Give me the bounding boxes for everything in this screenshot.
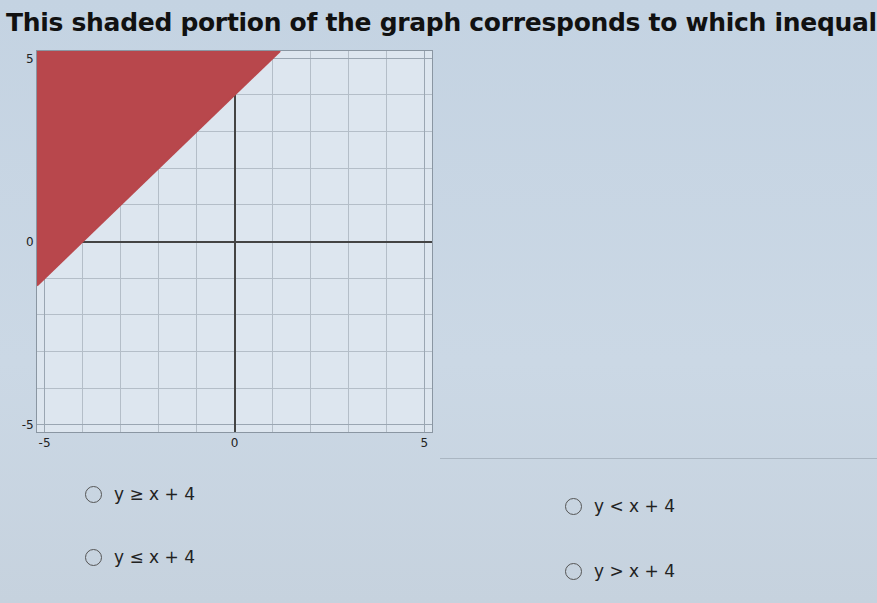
html-text:y < x + 4: y < x + 4	[594, 496, 675, 516]
svg-text:-5: -5	[39, 436, 51, 450]
svg-text:0: 0	[26, 235, 34, 249]
svg-text:0: 0	[231, 436, 239, 450]
svg-text:5: 5	[421, 436, 429, 450]
html-text:y ≤ x + 4: y ≤ x + 4	[114, 547, 195, 567]
svg-text:5: 5	[26, 52, 34, 66]
html-text:y > x + 4: y > x + 4	[594, 561, 675, 581]
svg-text:-5: -5	[22, 418, 34, 432]
html-text:y ≥ x + 4: y ≥ x + 4	[114, 484, 195, 504]
